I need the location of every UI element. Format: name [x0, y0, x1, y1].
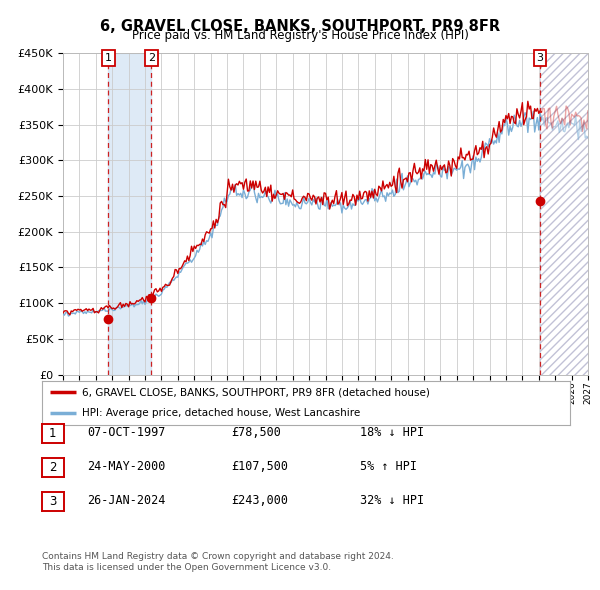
Bar: [109, 53, 151, 375]
Text: 2: 2: [148, 53, 155, 63]
Text: HPI: Average price, detached house, West Lancashire: HPI: Average price, detached house, West…: [82, 408, 360, 418]
Text: 26-JAN-2024: 26-JAN-2024: [87, 494, 166, 507]
Bar: [540, 53, 588, 375]
Text: 2: 2: [49, 461, 56, 474]
Text: £78,500: £78,500: [231, 426, 281, 439]
Text: 32% ↓ HPI: 32% ↓ HPI: [360, 494, 424, 507]
Bar: [540, 53, 588, 375]
Text: 24-MAY-2000: 24-MAY-2000: [87, 460, 166, 473]
Text: 3: 3: [536, 53, 544, 63]
Text: 3: 3: [49, 495, 56, 508]
Text: £243,000: £243,000: [231, 494, 288, 507]
Text: This data is licensed under the Open Government Licence v3.0.: This data is licensed under the Open Gov…: [42, 563, 331, 572]
Text: 07-OCT-1997: 07-OCT-1997: [87, 426, 166, 439]
Text: 1: 1: [49, 427, 56, 440]
Text: 18% ↓ HPI: 18% ↓ HPI: [360, 426, 424, 439]
Text: 1: 1: [105, 53, 112, 63]
Text: £107,500: £107,500: [231, 460, 288, 473]
Text: Price paid vs. HM Land Registry's House Price Index (HPI): Price paid vs. HM Land Registry's House …: [131, 30, 469, 42]
Text: 6, GRAVEL CLOSE, BANKS, SOUTHPORT, PR9 8FR (detached house): 6, GRAVEL CLOSE, BANKS, SOUTHPORT, PR9 8…: [82, 388, 430, 398]
Text: 5% ↑ HPI: 5% ↑ HPI: [360, 460, 417, 473]
Text: Contains HM Land Registry data © Crown copyright and database right 2024.: Contains HM Land Registry data © Crown c…: [42, 552, 394, 561]
Text: 6, GRAVEL CLOSE, BANKS, SOUTHPORT, PR9 8FR: 6, GRAVEL CLOSE, BANKS, SOUTHPORT, PR9 8…: [100, 19, 500, 34]
